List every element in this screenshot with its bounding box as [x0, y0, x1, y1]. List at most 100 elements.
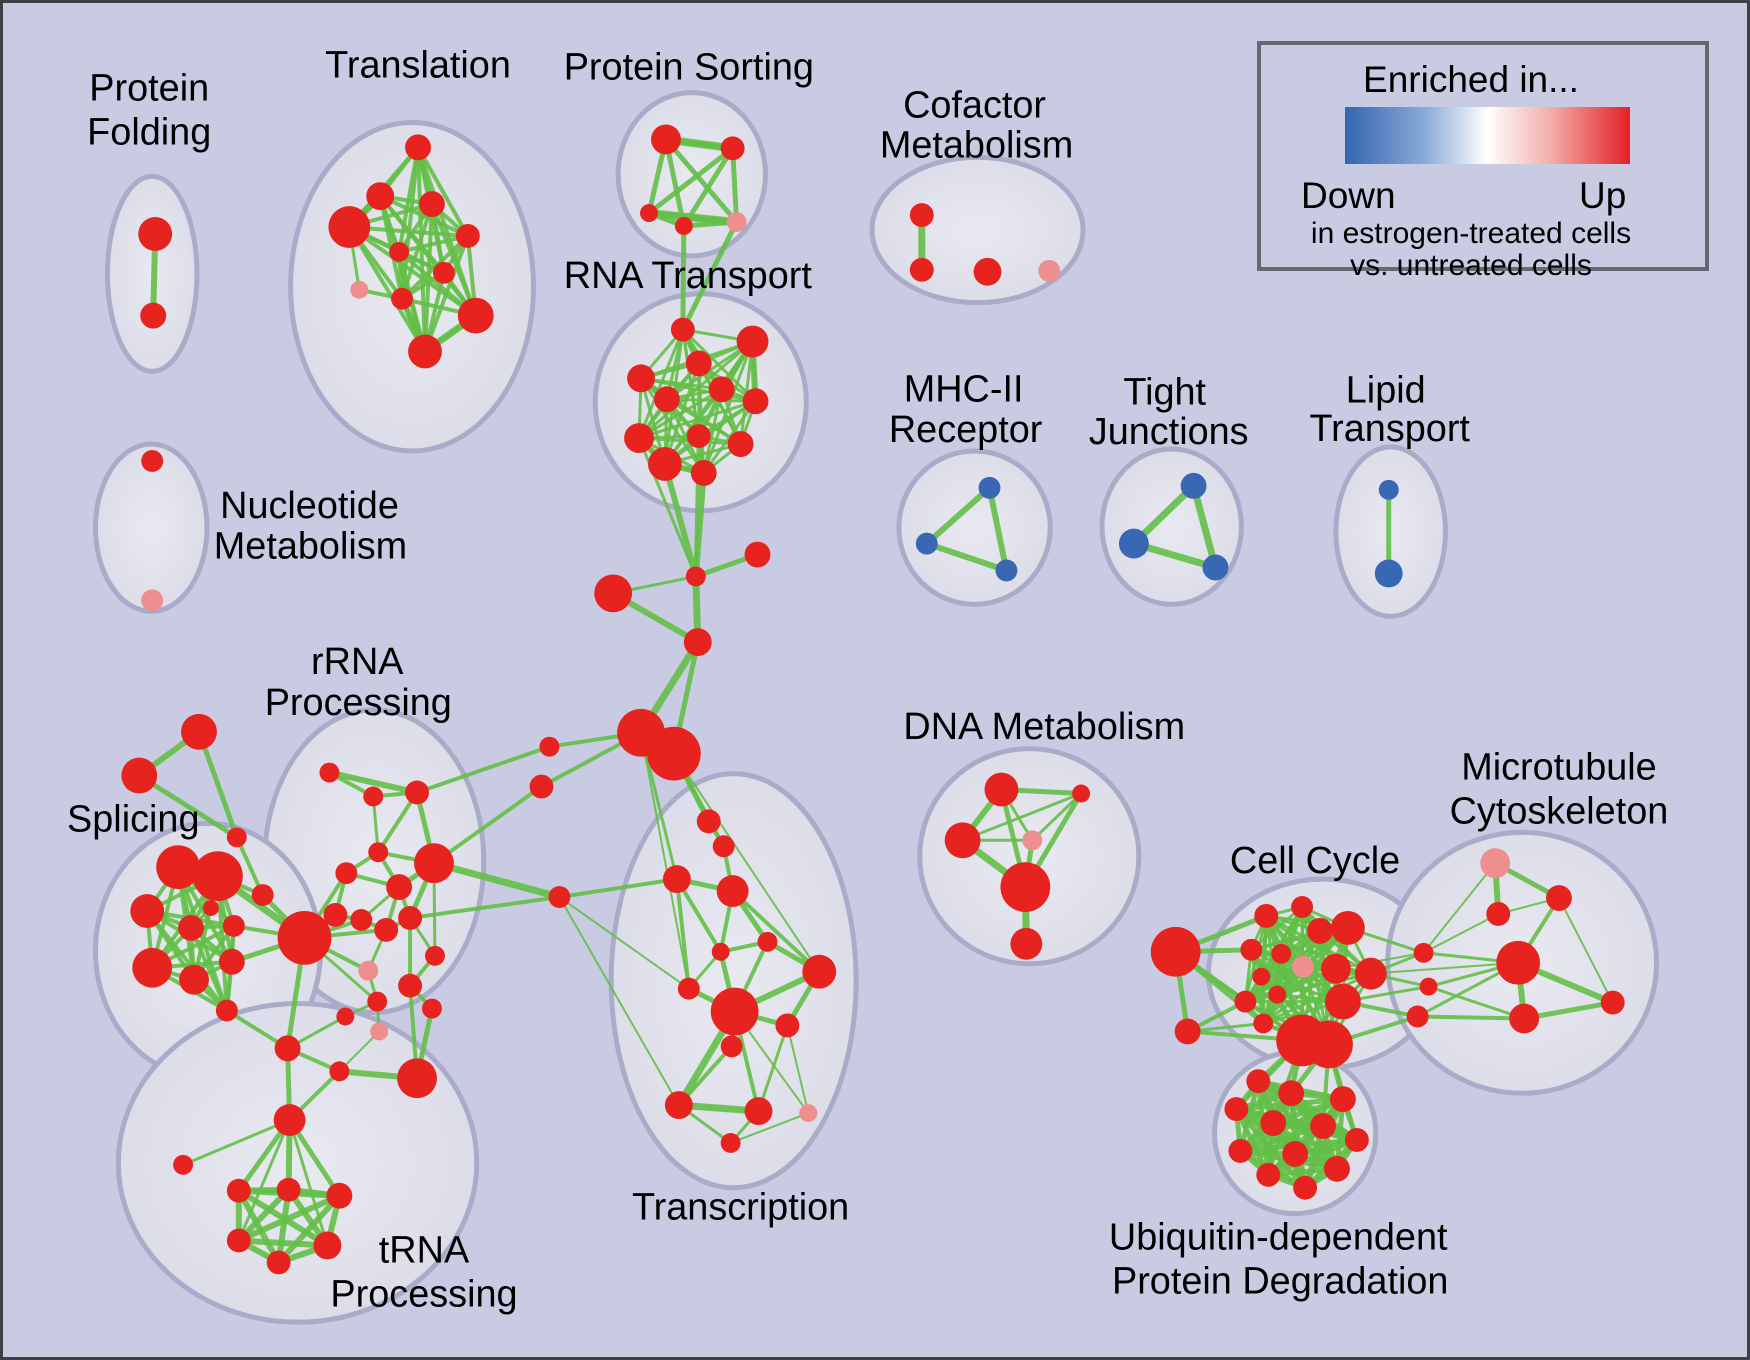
cluster-label-cofactor-metabolism: Cofactor	[903, 85, 1046, 127]
network-node-rr4	[368, 842, 389, 863]
network-node-t11	[408, 334, 442, 369]
cluster-label-rna-transport: RNA Transport	[564, 255, 813, 297]
cluster-label-cell-cycle: Cell Cycle	[1230, 840, 1400, 882]
network-node-u9	[1344, 1128, 1369, 1152]
network-node-tr1	[226, 1178, 251, 1203]
network-edge	[1370, 961, 1519, 975]
network-edge	[1031, 792, 1083, 842]
network-edge	[666, 397, 756, 403]
network-node-r11	[648, 447, 682, 481]
network-node-u4	[1224, 1097, 1249, 1122]
network-node-t2	[366, 182, 395, 211]
network-node-r1	[670, 317, 695, 342]
network-node-rr14	[424, 945, 445, 966]
network-edge	[962, 792, 1082, 842]
network-node-cc10	[1252, 967, 1271, 986]
network-edge	[648, 210, 737, 225]
network-edge	[416, 744, 551, 795]
network-node-ps5	[726, 212, 747, 232]
network-node-cc2	[1291, 896, 1314, 918]
network-node-u12	[1293, 1175, 1318, 1200]
network-node-bg3	[1406, 1005, 1429, 1028]
legend-down-label: Down	[1301, 175, 1396, 216]
network-node-d2	[1072, 784, 1091, 803]
network-node-q1	[539, 736, 560, 757]
cluster-label-transcription: Transcription	[632, 1187, 849, 1229]
network-node-cc17	[1174, 1018, 1201, 1045]
network-edge	[182, 1118, 291, 1167]
network-node-x10	[799, 1104, 818, 1123]
network-node-n1	[141, 450, 164, 472]
network-node-x7	[720, 1035, 743, 1058]
network-node-m3	[995, 559, 1018, 582]
cluster-label-translation: Translation	[325, 45, 511, 87]
network-node-rr15	[367, 991, 388, 1012]
network-node-r8	[624, 423, 654, 454]
cluster-label-rrna-processing: rRNA	[311, 641, 404, 683]
network-node-b4	[251, 884, 274, 906]
network-node-x6	[775, 1013, 800, 1038]
network-edge	[1239, 1123, 1324, 1154]
network-node-mth	[1496, 940, 1541, 985]
network-node-b3	[226, 827, 247, 848]
network-edge	[1250, 905, 1304, 951]
network-node-rr18	[370, 1022, 389, 1041]
network-edge	[1417, 1014, 1525, 1021]
network-node-tr3	[326, 1182, 353, 1209]
network-edge	[1523, 1000, 1614, 1021]
network-node-mt1	[1546, 885, 1572, 911]
network-node-s8	[218, 948, 245, 975]
network-node-cc13	[1253, 1013, 1274, 1034]
network-node-m2	[915, 532, 938, 555]
network-node-t8	[350, 280, 369, 299]
network-edge	[275, 1189, 292, 1263]
network-node-x3	[802, 954, 837, 989]
network-edge	[238, 1237, 328, 1249]
cluster-label-trna-processing: Processing	[330, 1273, 517, 1315]
cluster-label-microtubule-cytoskeleton: Cytoskeleton	[1450, 790, 1669, 832]
network-node-ps1	[650, 124, 681, 155]
network-node-l1	[1378, 479, 1399, 500]
cluster-label-tight-junctions: Junctions	[1089, 411, 1249, 453]
network-node-l2	[1374, 559, 1403, 588]
network-node-x5	[710, 987, 759, 1036]
network-node-tr_iso	[173, 1154, 194, 1175]
network-node-c1	[685, 566, 706, 587]
network-node-t3	[419, 191, 445, 218]
network-edge	[1261, 972, 1371, 979]
network-node-rr19	[274, 1035, 301, 1062]
network-edge	[664, 400, 757, 466]
cluster-label-mhc-ii-receptor: MHC-II	[904, 368, 1024, 410]
network-node-rr21	[397, 1058, 437, 1099]
network-node-tj3	[1202, 554, 1229, 581]
network-node-u10	[1256, 1162, 1281, 1187]
cluster-label-trna-processing: tRNA	[379, 1229, 470, 1271]
network-node-mt3	[1509, 1003, 1540, 1034]
network-node-u7	[1228, 1138, 1253, 1163]
network-node-r2	[736, 325, 769, 358]
network-node-xx2	[716, 875, 749, 907]
network-node-x13	[712, 835, 735, 858]
network-edge	[673, 753, 821, 973]
network-node-cc6	[1271, 943, 1292, 964]
network-node-rrh	[277, 910, 332, 965]
network-edge	[675, 878, 723, 953]
network-node-cc5	[1240, 938, 1263, 961]
network-node-q2	[529, 774, 554, 799]
network-node-x9	[744, 1097, 773, 1126]
network-node-h2	[647, 726, 701, 781]
cluster-label-microtubule-cytoskeleton: Microtubule	[1461, 747, 1657, 789]
legend-title: Enriched in...	[1363, 59, 1579, 100]
network-edge	[730, 1112, 809, 1144]
network-node-rr3	[405, 780, 429, 805]
network-node-ps2	[720, 136, 745, 161]
network-node-tr2	[276, 1177, 301, 1202]
network-node-cm3	[973, 257, 1002, 286]
legend-caption-line2: vs. untreated cells	[1350, 249, 1592, 282]
network-node-cc7	[1292, 955, 1315, 978]
network-node-u3	[1329, 1086, 1356, 1113]
cluster-label-protein-sorting: Protein Sorting	[564, 47, 814, 89]
network-node-t9	[391, 287, 414, 310]
cluster-ellipse-protein-sorting	[615, 90, 768, 259]
cluster-label-ubiquitin-degradation: Ubiquitin-dependent	[1109, 1217, 1448, 1259]
